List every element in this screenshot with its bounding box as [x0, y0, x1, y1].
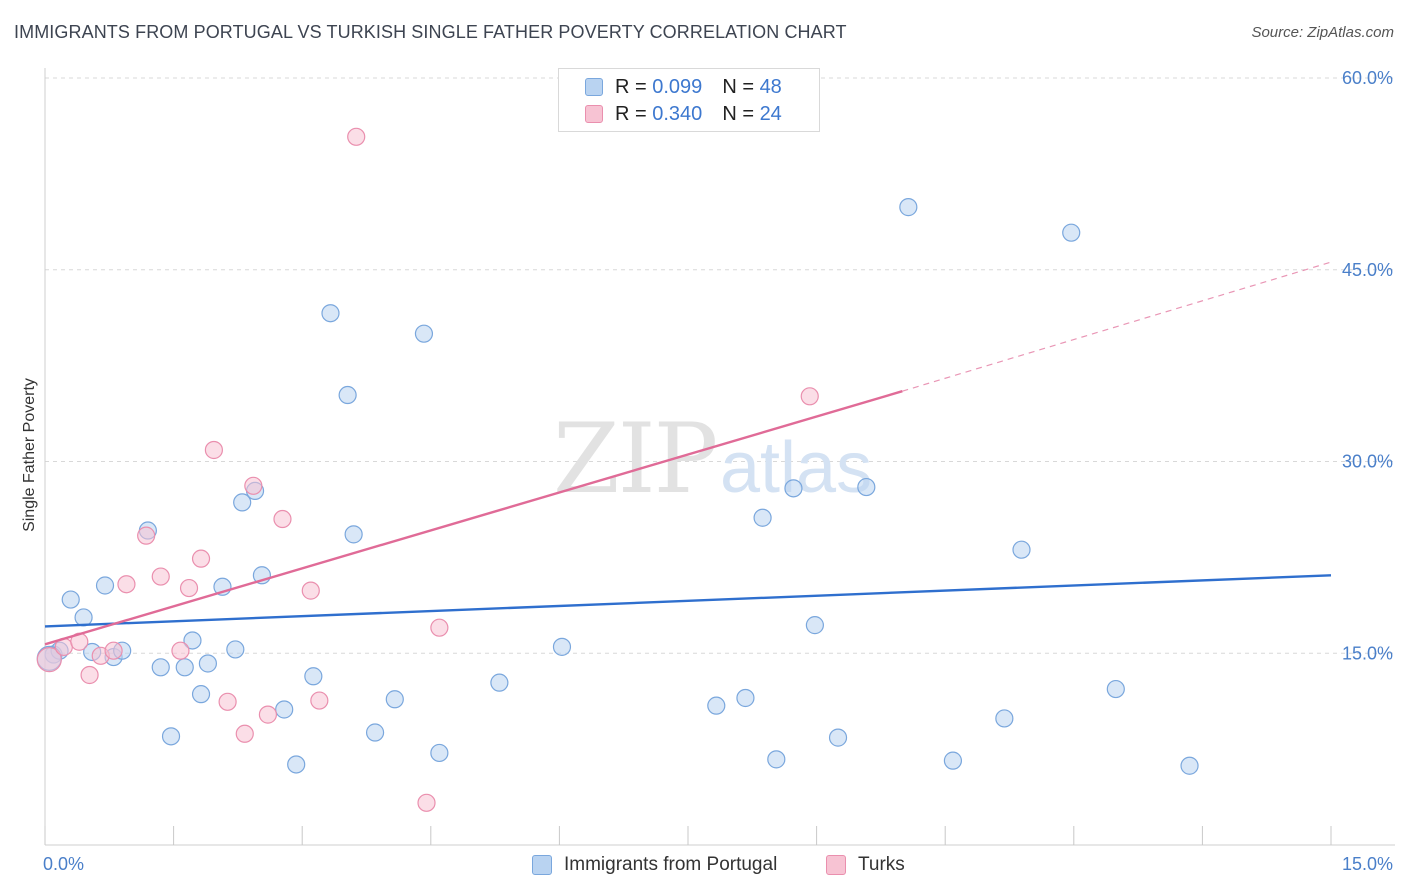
- trend-lines: [44, 261, 1332, 646]
- x-tick-label: 15.0%: [1342, 854, 1393, 874]
- legend-n-value: 48: [759, 75, 782, 98]
- data-point-portugal: [344, 525, 363, 544]
- legend-r-label: R =: [615, 102, 653, 125]
- data-point-portugal: [552, 637, 572, 656]
- legend-row-turks: R = 0.340 N = 24: [585, 101, 782, 127]
- data-point-turks: [151, 567, 170, 586]
- trend-line-turks-extension: [902, 261, 1332, 392]
- data-point-turks: [244, 476, 263, 495]
- y-tick-label: 15.0%: [1342, 643, 1393, 663]
- data-point-portugal: [753, 508, 772, 527]
- data-point-turks: [137, 526, 156, 545]
- data-point-portugal: [74, 608, 93, 627]
- data-point-turks: [80, 665, 99, 685]
- data-point-portugal: [736, 688, 755, 708]
- legend-n-value: 24: [759, 102, 782, 125]
- data-point-turks: [347, 127, 366, 146]
- legend-r-label: R =: [615, 75, 653, 98]
- legend-r-value: 0.340: [652, 102, 703, 125]
- watermark: ZIP atlas: [553, 403, 872, 515]
- data-point-portugal: [1062, 223, 1081, 242]
- data-point-portugal: [943, 751, 963, 770]
- data-point-portugal: [304, 667, 323, 686]
- data-point-turks: [171, 641, 190, 660]
- data-point-portugal: [857, 477, 876, 497]
- data-point-portugal: [175, 658, 194, 677]
- data-point-portugal: [995, 709, 1014, 728]
- data-point-portugal: [151, 658, 170, 677]
- chart-title: IMMIGRANTS FROM PORTUGAL VS TURKISH SING…: [14, 22, 847, 42]
- data-point-turks: [204, 440, 223, 460]
- y-axis-label: Single Father Poverty: [21, 378, 38, 532]
- legend-item-portugal: Immigrants from Portugal: [532, 852, 777, 878]
- data-point-portugal: [161, 727, 181, 746]
- data-point-turks: [417, 793, 436, 812]
- data-points: [36, 127, 1199, 812]
- data-point-portugal: [1106, 679, 1125, 699]
- data-point-turks: [191, 549, 211, 568]
- data-point-portugal: [338, 385, 357, 405]
- data-point-portugal: [198, 654, 217, 673]
- legend-n-label: N =: [722, 75, 760, 98]
- data-point-portugal: [191, 685, 211, 704]
- data-point-portugal: [490, 673, 509, 692]
- data-point-portugal: [1012, 540, 1031, 559]
- legend-label-portugal: Immigrants from Portugal: [564, 854, 778, 875]
- data-point-portugal: [61, 590, 80, 609]
- source-label: Source: ZipAtlas.com: [1251, 24, 1394, 41]
- legend-r-value: 0.099: [652, 75, 703, 98]
- legend-item-turks: Turks: [826, 852, 905, 878]
- tick-labels: 15.0% 30.0% 45.0% 60.0% 0.0% 15.0%: [43, 68, 1393, 874]
- x-tick-label: 0.0%: [43, 854, 84, 874]
- data-point-turks: [235, 724, 254, 743]
- legend-swatch-pink: [585, 105, 603, 123]
- stats-legend: R = 0.099 N = 48 R = 0.340 N = 24: [558, 68, 820, 132]
- data-point-turks: [273, 509, 292, 529]
- data-point-portugal: [226, 640, 245, 659]
- y-tick-label: 45.0%: [1342, 260, 1393, 280]
- data-point-portugal: [95, 576, 115, 595]
- data-point-turks: [117, 575, 136, 594]
- data-point-portugal: [430, 743, 449, 763]
- data-point-turks: [430, 618, 449, 637]
- data-point-portugal: [287, 755, 306, 774]
- data-point-turks: [179, 578, 199, 598]
- legend-n-label: N =: [722, 102, 760, 125]
- data-point-turks: [310, 691, 329, 710]
- data-point-portugal: [365, 723, 385, 742]
- data-point-portugal: [414, 324, 434, 343]
- data-point-turks: [258, 705, 278, 724]
- data-point-portugal: [321, 304, 340, 323]
- data-point-portugal: [767, 750, 786, 769]
- data-point-portugal: [275, 700, 294, 719]
- gridlines: [45, 77, 1395, 654]
- axes: [44, 68, 1395, 846]
- data-point-portugal: [784, 479, 803, 498]
- data-point-portugal: [1180, 756, 1199, 775]
- legend-swatch-pink: [826, 855, 846, 875]
- data-point-turks: [301, 581, 320, 600]
- data-point-portugal: [233, 493, 252, 512]
- data-point-portugal: [385, 690, 404, 709]
- legend-swatch-blue: [585, 78, 603, 96]
- legend-row-portugal: R = 0.099 N = 48: [585, 74, 782, 100]
- data-point-portugal: [805, 616, 824, 635]
- y-tick-label: 60.0%: [1342, 68, 1393, 88]
- legend-swatch-blue: [532, 855, 552, 875]
- trend-line-portugal: [44, 574, 1332, 628]
- data-point-turks: [36, 647, 62, 673]
- data-point-turks: [800, 387, 819, 406]
- legend-label-turks: Turks: [858, 854, 905, 875]
- data-point-portugal: [707, 696, 726, 715]
- data-point-turks: [218, 692, 237, 711]
- trend-line-turks: [44, 390, 903, 646]
- data-point-turks: [104, 641, 123, 660]
- watermark-zip: ZIP: [553, 403, 716, 515]
- data-point-portugal: [828, 728, 848, 747]
- data-point-portugal: [899, 198, 918, 217]
- data-point-portugal: [183, 631, 202, 650]
- y-tick-label: 30.0%: [1342, 452, 1393, 472]
